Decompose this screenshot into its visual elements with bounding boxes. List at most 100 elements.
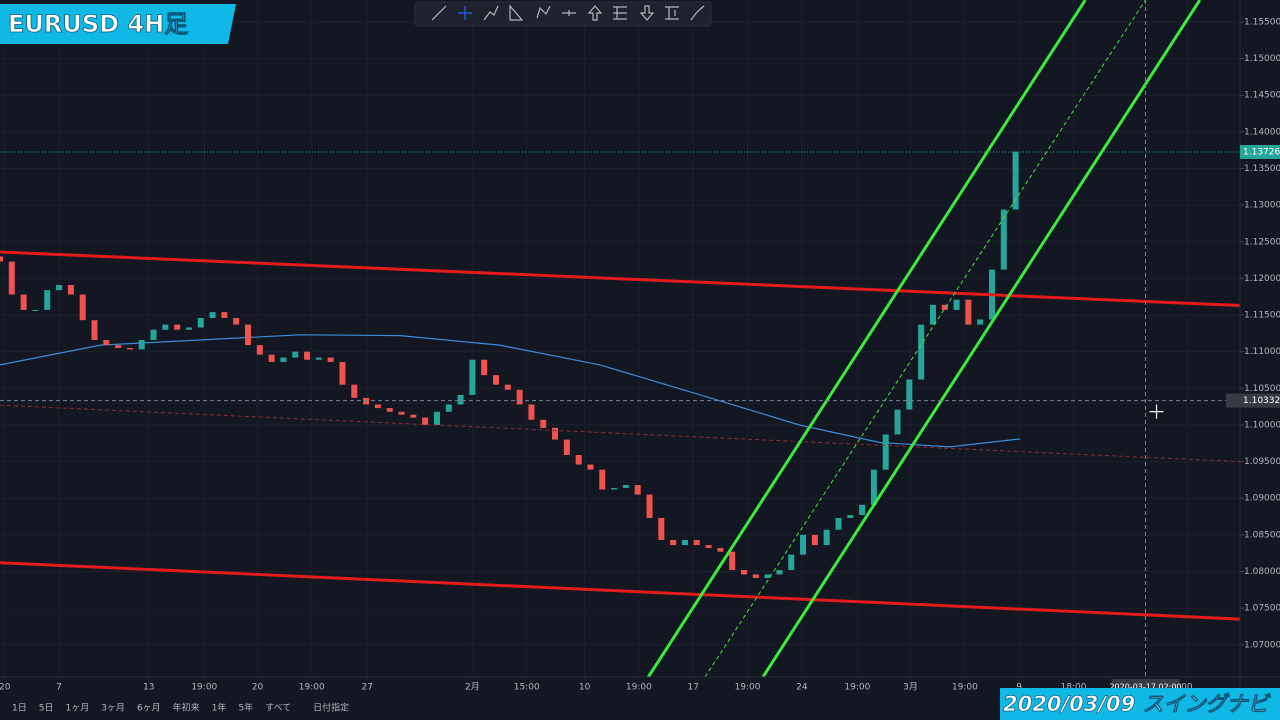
y-tick-label: 1.07500 — [1244, 604, 1280, 614]
range-button[interactable]: 1年 — [212, 702, 227, 714]
y-tick-label: 1.07000 — [1244, 640, 1280, 650]
candle-body — [410, 414, 417, 418]
y-tick-label: 1.10000 — [1244, 420, 1280, 430]
last-price-tag — [1240, 144, 1280, 159]
candle-body — [422, 417, 429, 425]
tool-icon[interactable] — [613, 6, 627, 20]
title-badge-bg — [0, 4, 236, 44]
candle-body — [552, 427, 559, 440]
x-tick-label: 15:00 — [514, 683, 540, 693]
y-tick-label: 1.12000 — [1244, 274, 1280, 284]
tool-icon[interactable] — [665, 6, 679, 20]
cursor — [1149, 404, 1164, 419]
footer-badge-bg — [1000, 688, 1280, 720]
candle-body — [351, 384, 358, 398]
y-tick-label: 1.09000 — [1244, 494, 1280, 504]
range-button[interactable]: すべて — [265, 703, 291, 714]
candle-body — [965, 299, 972, 325]
y-tick-label: 1.13500 — [1244, 164, 1280, 174]
candle-body — [717, 548, 724, 552]
candle-body — [788, 554, 795, 571]
x-tick-label: 10 — [579, 683, 591, 693]
moving-average — [0, 334, 1021, 448]
tool-icon[interactable] — [458, 6, 472, 20]
candle-body — [91, 320, 98, 340]
y-tick-label: 1.13000 — [1244, 201, 1280, 211]
range-button[interactable]: 6ヶ月 — [137, 703, 161, 714]
candle-body — [457, 394, 464, 405]
range-button[interactable]: 3ヶ月 — [101, 703, 125, 714]
candle-body — [162, 324, 169, 330]
range-button[interactable]: 5日 — [39, 703, 54, 714]
y-tick-label: 1.08000 — [1244, 567, 1280, 577]
candle-body — [138, 339, 145, 350]
candle-body — [481, 359, 488, 376]
candle-body — [918, 324, 925, 380]
y-tick-label: 1.14000 — [1244, 127, 1280, 137]
y-tick-label: 1.11000 — [1244, 347, 1280, 357]
footer-badge: 2020/03/09 スイングナビ — [1000, 688, 1280, 720]
tool-icon[interactable] — [536, 5, 551, 19]
bottom-bar — [0, 697, 1280, 720]
tool-icon[interactable] — [509, 4, 524, 21]
range-button[interactable]: 1日 — [12, 703, 27, 714]
x-tick-label: 20 — [252, 683, 264, 693]
crosshair-price-tag — [1226, 393, 1280, 408]
candle-body — [150, 329, 157, 340]
range-button[interactable]: 5年 — [238, 702, 253, 714]
crosshair-price-label: 1.10332 — [1243, 396, 1280, 406]
candle-body — [800, 534, 807, 555]
tool-icon[interactable] — [483, 5, 499, 21]
candle-body — [209, 312, 216, 318]
x-tick-label: 2月 — [465, 682, 480, 693]
candle-body — [906, 379, 913, 410]
candle-body — [693, 539, 700, 546]
range-button[interactable]: 1ヶ月 — [65, 703, 89, 714]
candle-body — [185, 327, 192, 330]
candle-body — [599, 469, 606, 490]
candle-body — [729, 551, 736, 571]
candle-body — [705, 545, 712, 549]
candle-body — [941, 304, 948, 310]
tool-icon[interactable] — [562, 10, 576, 16]
y-tick-label: 1.15500 — [1244, 17, 1280, 27]
candle-body — [847, 515, 854, 519]
x-tick-label: 20 — [0, 683, 11, 693]
tool-icon[interactable] — [690, 5, 705, 21]
range-button[interactable]: 日付指定 — [313, 702, 349, 714]
candle-body — [363, 397, 370, 405]
candle-body — [681, 539, 688, 546]
x-tick-label: 19:00 — [191, 683, 217, 693]
candle-body — [658, 518, 665, 540]
candle-body — [398, 411, 405, 415]
candle-body — [374, 404, 381, 409]
tool-icon[interactable] — [587, 5, 603, 21]
candle-body — [894, 409, 901, 435]
candle-body — [646, 494, 653, 519]
tool-icon[interactable] — [431, 5, 447, 21]
candle-body — [8, 261, 15, 295]
x-tick-label: 3月 — [903, 682, 918, 693]
candle-body — [1000, 209, 1007, 270]
trendline — [647, 0, 1087, 678]
candle-body — [268, 354, 275, 362]
candle-body — [327, 357, 334, 362]
candle-body — [256, 345, 263, 355]
range-button[interactable]: 年初来 — [173, 702, 200, 714]
tool-icon[interactable] — [639, 5, 655, 21]
trendline — [0, 404, 1241, 463]
footer-text: 2020/03/09 スイングナビ — [1003, 692, 1272, 716]
x-tick-label: 7 — [56, 683, 62, 693]
candle-body — [245, 324, 251, 346]
y-tick-label: 1.15000 — [1244, 54, 1280, 64]
candle-body — [280, 357, 287, 362]
candle-body — [882, 434, 889, 470]
trendline — [0, 250, 1241, 307]
candle-body — [741, 570, 747, 575]
toolbar — [414, 1, 712, 27]
candle-body — [670, 539, 677, 546]
candle-body — [634, 485, 641, 495]
y-tick-label: 1.12500 — [1244, 237, 1280, 247]
x-tick-label: 18:00 — [1061, 683, 1087, 693]
